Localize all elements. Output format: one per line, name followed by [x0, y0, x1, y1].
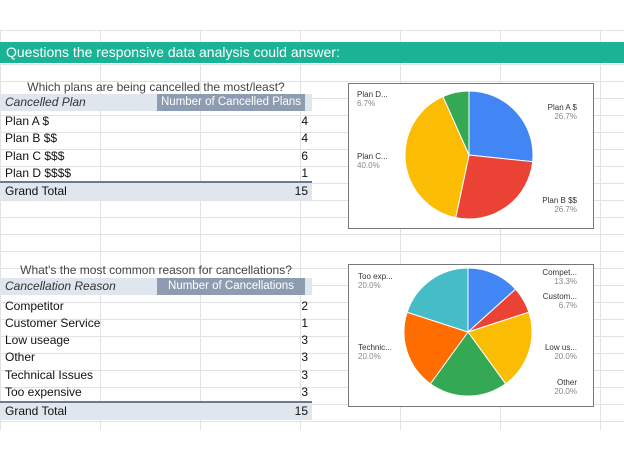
slice-label: Low us... 20.0%	[544, 343, 577, 361]
row-value: 6	[301, 149, 308, 163]
table-row[interactable]: Low useage 3	[0, 332, 312, 349]
row-label: Other	[5, 350, 36, 364]
row-value: 1	[301, 316, 308, 330]
table-row[interactable]: Customer Service 1	[0, 315, 312, 332]
row-value: 3	[301, 350, 308, 364]
grand-total-value: 15	[294, 404, 308, 418]
row-label: Plan D $$$$	[5, 166, 72, 180]
grand-total-label: Grand Total	[5, 184, 67, 198]
pie-slice[interactable]	[455, 154, 534, 220]
slice-label: Other 20.0%	[554, 378, 577, 396]
slice-label: Compet... 13.3%	[542, 268, 577, 286]
pie-slice[interactable]	[467, 267, 517, 334]
slice-label: Plan D... 6.7%	[357, 90, 388, 108]
grand-total-label: Grand Total	[5, 404, 67, 418]
pie-slice[interactable]	[404, 95, 470, 219]
plans-table-header: Cancelled Plan Number of Cancelled Plans	[0, 94, 312, 111]
slice-label: Plan B $$ 26.7%	[542, 196, 577, 214]
row-value: 1	[301, 166, 308, 180]
section-banner: Questions the responsive data analysis c…	[0, 42, 624, 63]
grand-total-row[interactable]: Grand Total 15	[0, 181, 312, 200]
slice-label: Custom... 6.7%	[542, 292, 577, 310]
pie-slice[interactable]	[406, 267, 469, 333]
pie-slice[interactable]	[429, 331, 507, 397]
pie-slice[interactable]	[467, 311, 533, 385]
table-row[interactable]: Other 3	[0, 349, 312, 366]
row-label: Too expensive	[5, 385, 82, 399]
row-value: 3	[301, 385, 308, 399]
row-value: 2	[301, 299, 308, 313]
row-label: Plan A $	[5, 114, 50, 128]
table-row[interactable]: Plan D $$$$ 1	[0, 165, 312, 182]
table-row[interactable]: Plan A $ 4	[0, 113, 312, 130]
slice-label: Plan A $26.7%	[547, 103, 577, 121]
reasons-table-header: Cancellation Reason Number of Cancellati…	[0, 278, 312, 295]
row-value: 3	[301, 333, 308, 347]
pie-slice[interactable]	[403, 311, 469, 385]
table-row[interactable]: Plan C $$$ 6	[0, 148, 312, 165]
row-label: Competitor	[5, 299, 64, 313]
reasons-pie-svg	[403, 267, 533, 397]
row-label: Technical Issues	[5, 368, 94, 382]
header-cancelled-plan[interactable]: Cancelled Plan	[5, 95, 86, 109]
table-row[interactable]: Technical Issues 3	[0, 367, 312, 384]
table-row[interactable]: Competitor 2	[0, 298, 312, 315]
plans-pie-chart[interactable]: Plan D... 6.7% Plan A $26.7% Plan C... 40.…	[348, 83, 594, 229]
row-value: 4	[301, 114, 308, 128]
row-label: Low useage	[5, 333, 70, 347]
row-value: 3	[301, 368, 308, 382]
plans-pie-svg	[404, 90, 534, 220]
grand-total-value: 15	[294, 184, 308, 198]
pie-slice[interactable]	[468, 90, 534, 163]
slice-label: Technic... 20.0%	[358, 343, 392, 361]
row-value: 4	[301, 131, 308, 145]
slice-label: Too exp... 20.0%	[358, 272, 393, 290]
header-cancellation-reason[interactable]: Cancellation Reason	[5, 279, 116, 293]
slice-label: Plan C... 40.0%	[357, 152, 388, 170]
header-number-of-cancelled-plans[interactable]: Number of Cancelled Plans	[157, 94, 305, 111]
grand-total-row[interactable]: Grand Total 15	[0, 401, 312, 420]
reasons-table-title: What's the most common reason for cancel…	[20, 263, 292, 277]
pie-slice[interactable]	[442, 90, 470, 156]
plans-table-title: Which plans are being cancelled the most…	[27, 80, 285, 94]
reasons-pie-chart[interactable]: Too exp... 20.0% Compet... 13.3% Custom...…	[348, 264, 594, 407]
row-label: Plan C $$$	[5, 149, 65, 163]
header-number-of-cancellations[interactable]: Number of Cancellations	[157, 278, 305, 295]
table-row[interactable]: Plan B $$ 4	[0, 130, 312, 147]
row-label: Plan B $$	[5, 131, 58, 145]
table-row[interactable]: Too expensive 3	[0, 384, 312, 401]
row-label: Customer Service	[5, 316, 101, 330]
